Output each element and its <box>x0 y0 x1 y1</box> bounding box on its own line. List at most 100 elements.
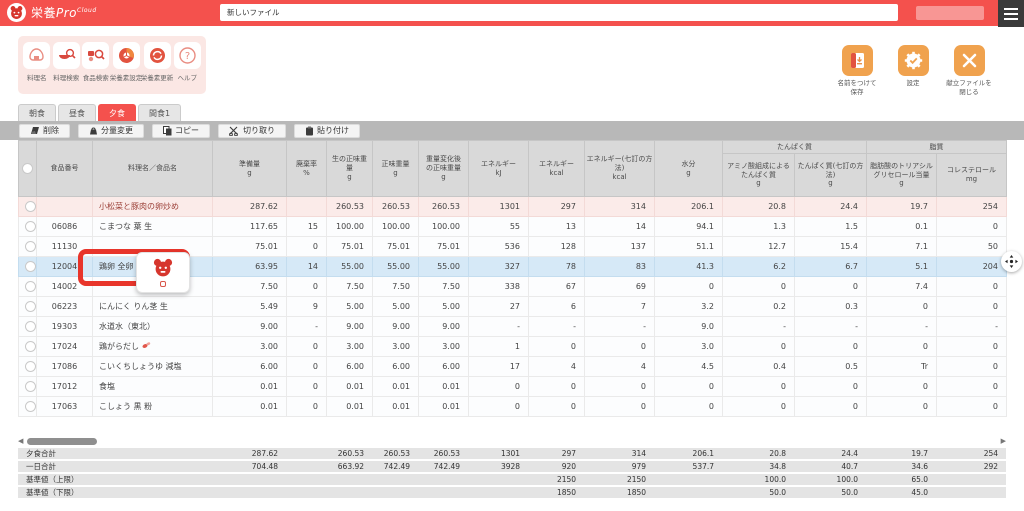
edit-button-copy[interactable]: コピー <box>152 124 210 138</box>
summary-net-weight: 742.49 <box>372 460 418 473</box>
row-select-radio[interactable] <box>25 221 36 232</box>
group-header-protein: たんぱく質 <box>723 141 867 154</box>
table-row[interactable]: 17086こいくちしょうゆ 減塩6.0006.006.006.0017444.5… <box>19 357 1007 377</box>
col-header-waste-rate: 廃棄率% <box>287 141 327 197</box>
cell-energy-kcal-7th: - <box>585 317 655 337</box>
quick-tool-help[interactable]: ?ヘルプ <box>174 42 202 94</box>
summary-row: 一日合計704.48663.92742.49742.49392892097953… <box>18 460 1006 473</box>
cell-energy-kcal: 128 <box>529 237 585 257</box>
row-select-radio[interactable] <box>25 361 36 372</box>
cell-prepared-amount: 75.01 <box>213 237 287 257</box>
cell-waste-rate: 0 <box>287 377 327 397</box>
summary-protein-7th: 40.7 <box>794 460 866 473</box>
quick-tool-nutrient-settings[interactable]: 栄養素設定 <box>112 42 141 94</box>
hamburger-menu-button[interactable] <box>998 0 1024 27</box>
row-select-radio[interactable] <box>25 261 36 272</box>
edit-toolbar: 削除 分量変更コピー切り取り 貼り付け <box>0 121 1024 140</box>
row-select-radio[interactable] <box>25 241 36 252</box>
summary-waste-rate <box>286 448 326 460</box>
select-all-radio[interactable] <box>22 163 33 174</box>
summary-waste-rate <box>286 460 326 473</box>
cell-cholesterol: 0 <box>937 277 1007 297</box>
row-select-radio[interactable] <box>25 201 36 212</box>
tab-夕食[interactable]: 夕食 <box>98 104 136 121</box>
pan-scroll-button[interactable] <box>1001 251 1022 272</box>
table-row[interactable]: 17012食塩0.0100.010.010.0100000000 <box>19 377 1007 397</box>
row-select-radio[interactable] <box>25 381 36 392</box>
edit-button-label: 貼り付け <box>317 125 349 136</box>
cell-net-weight-after-change: 7.50 <box>419 277 469 297</box>
table-row[interactable]: 06223にんにく りん茎 生5.4995.005.005.0027673.20… <box>19 297 1007 317</box>
cell-energy-kcal: 6 <box>529 297 585 317</box>
col-header-net-weight-after-change: 重量変化後の正味重量g <box>419 141 469 197</box>
cell-dish-food-name: こしょう 黒 粉 <box>93 397 213 417</box>
nutrient-settings-icon <box>113 42 140 69</box>
cell-protein-amino: 0.4 <box>723 357 795 377</box>
cell-water: 94.1 <box>655 217 723 237</box>
quick-tool-nutrient-update[interactable]: 栄養素更新 <box>143 42 172 94</box>
cell-food-number: 14002 <box>37 277 93 297</box>
edit-button-delete[interactable]: 削除 <box>19 124 70 138</box>
quick-tool-label: 料理検索 <box>53 72 79 82</box>
quick-tool-dish-search[interactable]: 料理検索 <box>53 42 81 94</box>
cell-protein-amino: 6.2 <box>723 257 795 277</box>
table-row[interactable]: 17063こしょう 黒 粉0.0100.010.010.0100000000 <box>19 397 1007 417</box>
cell-energy-kj: - <box>469 317 529 337</box>
tab-昼食[interactable]: 昼食 <box>58 104 96 121</box>
row-select-radio[interactable] <box>25 301 36 312</box>
cell-food-number: 06086 <box>37 217 93 237</box>
cell-water: 4.5 <box>655 357 723 377</box>
table-row[interactable]: 06086こまつな 葉 生117.6515100.00100.00100.005… <box>19 217 1007 237</box>
quick-tool-onigiri[interactable]: 料理名 <box>23 42 51 94</box>
cell-energy-kcal: 4 <box>529 357 585 377</box>
summary-waste-rate <box>286 486 326 499</box>
quick-tool-label: 料理名 <box>27 72 47 82</box>
cell-food-number: 17012 <box>37 377 93 397</box>
summary-energy-kj: 1301 <box>468 448 528 460</box>
table-row[interactable]: 小松菜と豚肉の卵炒め287.62260.53260.53260.53130129… <box>19 197 1007 217</box>
table-row[interactable]: 17024鶏がらだし 3.0003.003.003.001003.00000 <box>19 337 1007 357</box>
cell-energy-kcal: 0 <box>529 337 585 357</box>
cell-energy-kcal-7th: 7 <box>585 297 655 317</box>
row-select-radio[interactable] <box>25 281 36 292</box>
tab-朝食[interactable]: 朝食 <box>18 104 56 121</box>
scroll-left-icon[interactable]: ◀ <box>18 437 23 446</box>
edit-button-label: 削除 <box>43 125 59 136</box>
cell-net-weight: 5.00 <box>373 297 419 317</box>
tab-間食1[interactable]: 間食1 <box>138 104 181 121</box>
col-header-net-weight: 正味重量g <box>373 141 419 197</box>
quick-tool-food-search[interactable]: 食品検索 <box>82 42 110 94</box>
row-select-radio[interactable] <box>25 341 36 352</box>
cell-energy-kcal-7th: 0 <box>585 377 655 397</box>
summary-water: 206.1 <box>654 448 722 460</box>
summary-protein-7th: 24.4 <box>794 448 866 460</box>
scroll-right-icon[interactable]: ▶ <box>1001 437 1006 446</box>
file-action-label: 献立ファイルを 閉じる <box>946 79 992 97</box>
quick-tool-label: ヘルプ <box>178 72 198 82</box>
summary-protein-amino: 100.0 <box>722 473 794 486</box>
cell-raw-net-weight: 0.01 <box>327 377 373 397</box>
cut-icon <box>229 126 240 136</box>
row-select-radio[interactable] <box>25 401 36 412</box>
cell-water: 206.1 <box>655 197 723 217</box>
file-name-input[interactable] <box>220 4 898 21</box>
cell-protein-amino: 0 <box>723 397 795 417</box>
cell-energy-kj: 55 <box>469 217 529 237</box>
row-select-radio[interactable] <box>25 321 36 332</box>
cell-prepared-amount: 63.95 <box>213 257 287 277</box>
cell-prepared-amount: 7.50 <box>213 277 287 297</box>
summary-cholesterol: 292 <box>936 460 1006 473</box>
edit-button-portion[interactable]: 分量変更 <box>78 124 144 138</box>
scrollbar-thumb[interactable] <box>27 438 97 445</box>
cell-water: 0 <box>655 397 723 417</box>
file-action-save-as[interactable]: 名前をつけて 保存 <box>834 45 880 97</box>
cell-energy-kcal: 0 <box>529 377 585 397</box>
file-action-settings[interactable]: 設定 <box>890 45 936 97</box>
cell-cholesterol: 0 <box>937 217 1007 237</box>
edit-button-cut[interactable]: 切り取り <box>218 124 286 138</box>
table-row[interactable]: 19303水道水（東北）9.00-9.009.009.00---9.0---- <box>19 317 1007 337</box>
horizontal-scrollbar[interactable]: ◀ ▶ <box>18 437 1006 446</box>
edit-button-paste[interactable]: 貼り付け <box>294 124 360 138</box>
file-action-close-file[interactable]: 献立ファイルを 閉じる <box>946 45 992 97</box>
summary-row: 夕食合計287.62260.53260.53260.53130129731420… <box>18 448 1006 460</box>
